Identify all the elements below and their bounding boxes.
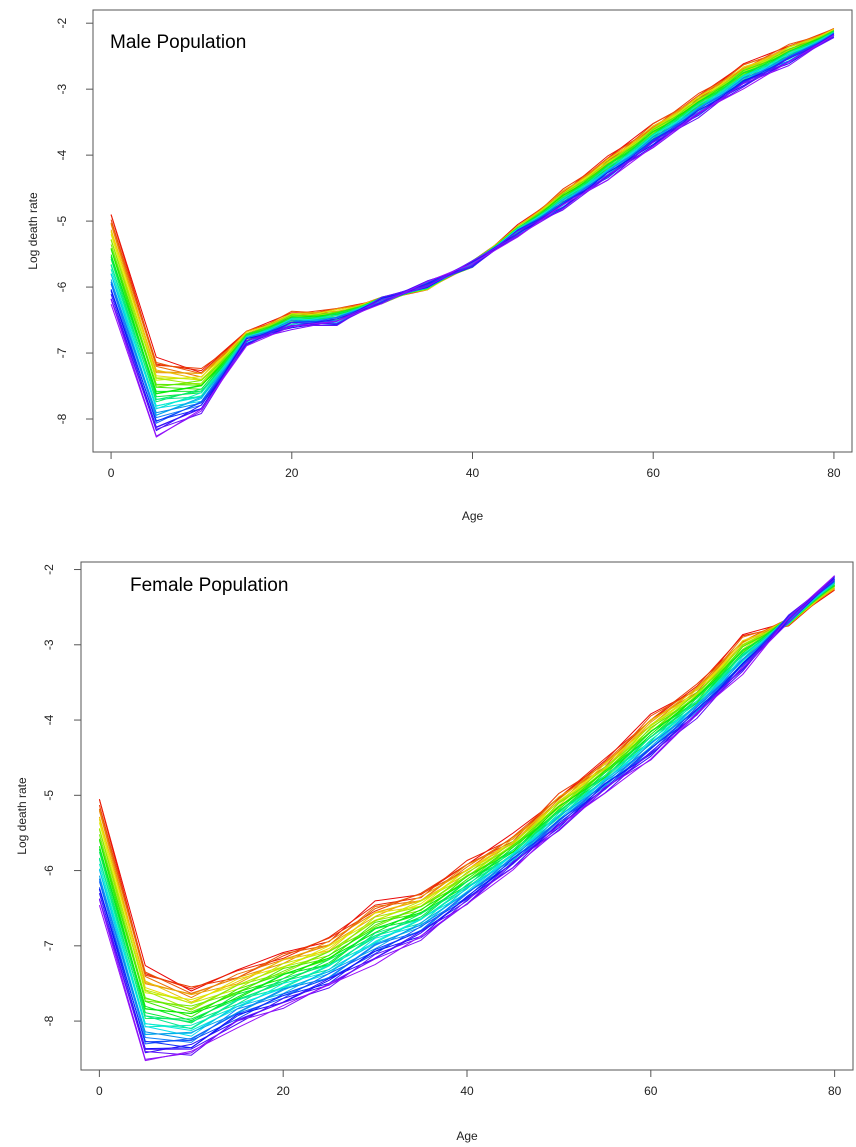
y-tick-label: -3 bbox=[55, 84, 69, 95]
y-tick-label: -5 bbox=[42, 790, 56, 801]
series-line bbox=[98, 580, 835, 1049]
series-line bbox=[98, 582, 835, 1007]
series-line bbox=[98, 587, 835, 999]
series-line bbox=[98, 583, 835, 1010]
series-line bbox=[98, 579, 835, 1028]
series-line bbox=[98, 578, 835, 1036]
series-line bbox=[98, 575, 835, 1060]
series-line bbox=[98, 585, 835, 1004]
x-tick-label: 40 bbox=[466, 466, 480, 480]
series-line bbox=[98, 586, 835, 990]
series-line bbox=[110, 34, 835, 438]
series-line bbox=[98, 580, 835, 1029]
series-line bbox=[98, 583, 835, 1001]
series-line bbox=[98, 588, 835, 994]
x-tick-label: 0 bbox=[108, 466, 115, 480]
series-line bbox=[98, 585, 835, 996]
y-tick-label: -4 bbox=[55, 149, 69, 160]
series-line bbox=[98, 577, 835, 1050]
series-line bbox=[98, 579, 835, 1043]
series-line bbox=[98, 576, 835, 1045]
x-tick-label: 20 bbox=[285, 466, 299, 480]
series-line bbox=[98, 582, 835, 1024]
x-axis-label: Age bbox=[462, 509, 484, 523]
series-line bbox=[98, 582, 835, 1023]
series-line bbox=[98, 578, 835, 1043]
series-line bbox=[110, 34, 835, 409]
series-line bbox=[98, 581, 835, 1015]
chart-0: 0 20 40 60 80 -8 -7 -6 -5 -4 -3 -2 Age Log death rate… bbox=[26, 9, 853, 523]
series-line bbox=[98, 583, 835, 1030]
series-line bbox=[98, 581, 835, 1037]
x-tick-label: 0 bbox=[96, 1084, 103, 1098]
y-tick-label: -7 bbox=[55, 347, 69, 358]
y-tick-label: -7 bbox=[42, 940, 56, 951]
y-axis-label: Log death rate bbox=[26, 192, 40, 270]
series-line bbox=[110, 32, 835, 407]
chart-title: Male Population bbox=[110, 32, 246, 53]
series-line bbox=[98, 589, 835, 992]
x-axis-label: Age bbox=[456, 1129, 478, 1143]
series-line bbox=[98, 584, 835, 995]
series-line bbox=[98, 575, 835, 1062]
x-tick-label: 60 bbox=[644, 1084, 658, 1098]
series-line bbox=[98, 582, 835, 1031]
x-tick-label: 60 bbox=[647, 466, 661, 480]
x-tick-label: 40 bbox=[460, 1084, 474, 1098]
y-tick-label: -6 bbox=[42, 865, 56, 876]
x-tick-label: 80 bbox=[828, 1084, 842, 1098]
series-line bbox=[98, 579, 835, 1020]
series-line bbox=[98, 586, 835, 988]
y-axis-label: Log death rate bbox=[15, 777, 29, 855]
series-line bbox=[98, 578, 835, 1050]
series-line bbox=[98, 575, 835, 1054]
y-tick-label: -2 bbox=[55, 18, 69, 29]
series-line bbox=[98, 584, 835, 1018]
x-tick-label: 80 bbox=[827, 466, 841, 480]
y-tick-label: -8 bbox=[55, 413, 69, 424]
chart-1: 0 20 40 60 80 -8 -7 -6 -5 -4 -3 -2 Age Log death rate… bbox=[15, 561, 854, 1143]
series-line bbox=[98, 581, 835, 1040]
series-line bbox=[98, 578, 835, 1035]
series-line bbox=[98, 588, 835, 1003]
y-tick-label: -6 bbox=[55, 281, 69, 292]
series-line bbox=[98, 582, 835, 1014]
y-tick-label: -8 bbox=[42, 1015, 56, 1026]
x-tick-label: 20 bbox=[277, 1084, 291, 1098]
series-line bbox=[98, 585, 835, 1013]
series-line bbox=[98, 585, 835, 1004]
series-line bbox=[110, 34, 835, 437]
y-tick-label: -4 bbox=[42, 714, 56, 725]
series-line bbox=[98, 586, 835, 1011]
series-line bbox=[110, 30, 835, 395]
y-tick-label: -5 bbox=[55, 215, 69, 226]
chart-title: Female Population bbox=[130, 575, 288, 596]
series-line bbox=[98, 584, 835, 1022]
y-tick-label: -3 bbox=[42, 639, 56, 650]
y-tick-label: -2 bbox=[42, 564, 56, 575]
